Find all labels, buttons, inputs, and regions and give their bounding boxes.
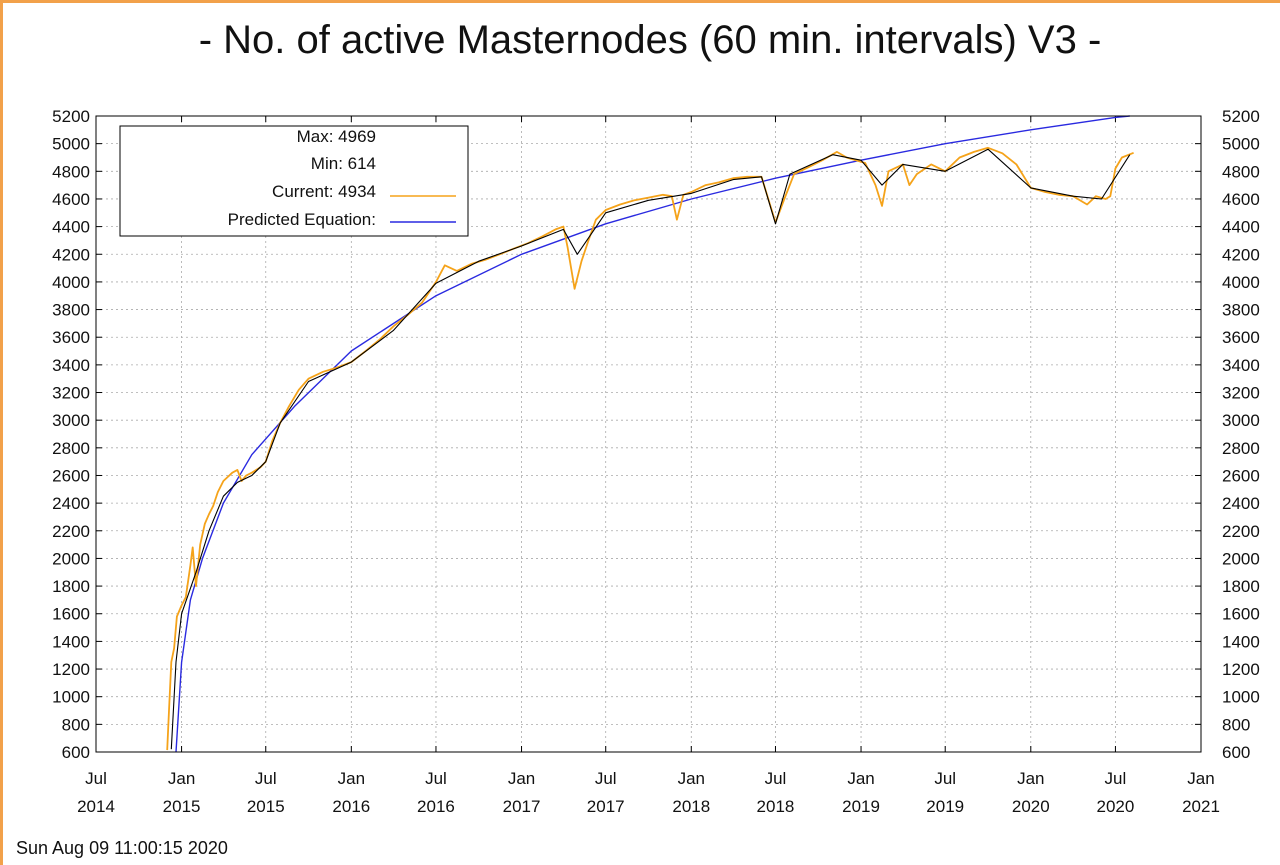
legend-min: Min: 614	[311, 154, 376, 173]
x-tick-label-year: 2018	[757, 797, 795, 816]
y-tick-label-right: 2000	[1222, 549, 1260, 568]
y-tick-label-right: 3600	[1222, 328, 1260, 347]
y-tick-label-left: 1200	[52, 660, 90, 679]
y-tick-label-right: 2800	[1222, 439, 1260, 458]
x-tick-label-year: 2017	[587, 797, 625, 816]
legend-current: Current: 4934	[272, 182, 376, 201]
y-tick-label-right: 4800	[1222, 162, 1260, 181]
y-tick-label-right: 2600	[1222, 466, 1260, 485]
chart-title: - No. of active Masternodes (60 min. int…	[198, 18, 1102, 62]
x-tick-label-year: 2017	[503, 797, 541, 816]
y-tick-label-left: 4600	[52, 190, 90, 209]
y-tick-label-left: 4200	[52, 245, 90, 264]
x-tick-label-month: Jul	[934, 769, 956, 788]
y-tick-label-left: 3800	[52, 301, 90, 320]
y-tick-label-right: 3200	[1222, 384, 1260, 403]
y-tick-label-left: 3200	[52, 384, 90, 403]
x-tick-label-year: 2019	[926, 797, 964, 816]
y-tick-label-left: 3000	[52, 411, 90, 430]
x-tick-label-month: Jul	[255, 769, 277, 788]
x-tick-label-month: Jan	[1017, 769, 1044, 788]
legend-max: Max: 4969	[297, 127, 376, 146]
y-tick-label-right: 2200	[1222, 522, 1260, 541]
y-tick-label-right: 4200	[1222, 245, 1260, 264]
y-tick-label-left: 2800	[52, 439, 90, 458]
x-tick-label-month: Jul	[595, 769, 617, 788]
x-tick-label-year: 2016	[332, 797, 370, 816]
y-tick-label-right: 5200	[1222, 107, 1260, 126]
series-line-predicted-equation	[175, 115, 1130, 753]
y-tick-label-right: 1200	[1222, 660, 1260, 679]
y-tick-label-right: 4600	[1222, 190, 1260, 209]
y-tick-label-right: 3800	[1222, 301, 1260, 320]
y-tick-label-left: 5200	[52, 107, 90, 126]
series-line-trend	[170, 148, 1131, 750]
timestamp: Sun Aug 09 11:00:15 2020	[16, 838, 228, 858]
y-tick-label-left: 5000	[52, 135, 90, 154]
x-tick-label-year: 2014	[77, 797, 115, 816]
y-tick-label-left: 2200	[52, 522, 90, 541]
x-tick-label-month: Jan	[678, 769, 705, 788]
y-tick-label-right: 1000	[1222, 688, 1260, 707]
legend-box	[119, 125, 469, 237]
y-tick-label-right: 1400	[1222, 632, 1260, 651]
y-tick-label-left: 1600	[52, 605, 90, 624]
y-tick-label-left: 600	[62, 743, 90, 762]
x-tick-label-month: Jul	[1105, 769, 1127, 788]
y-tick-label-left: 800	[62, 715, 90, 734]
y-tick-label-left: 1000	[52, 688, 90, 707]
x-tick-label-year: 2020	[1097, 797, 1135, 816]
x-tick-label-month: Jan	[847, 769, 874, 788]
y-tick-label-left: 1800	[52, 577, 90, 596]
y-tick-label-right: 1600	[1222, 605, 1260, 624]
x-axis-ticks: Jul 2014 Jan 2015 Jul 2015 Jan 2016 Jul 2016 Jan 20…	[77, 769, 1220, 816]
plot-area-border	[95, 115, 1202, 753]
series-line-current	[166, 146, 1134, 751]
y-tick-label-right: 2400	[1222, 494, 1260, 513]
y-tick-label-right: 800	[1222, 715, 1250, 734]
y-tick-label-left: 3400	[52, 356, 90, 375]
x-tick-label-month: Jul	[85, 769, 107, 788]
y-tick-label-left: 4800	[52, 162, 90, 181]
x-tick-label-month: Jan	[508, 769, 535, 788]
y-tick-label-right: 3000	[1222, 411, 1260, 430]
x-tick-label-month: Jan	[338, 769, 365, 788]
x-tick-label-month: Jan	[1187, 769, 1214, 788]
x-tick-label-month: Jul	[765, 769, 787, 788]
x-tick-label-year: 2020	[1012, 797, 1050, 816]
x-tick-label-year: 2019	[842, 797, 880, 816]
y-axis-ticks: 5200 5200 5000 5000 4800 4800 4600 4600 4400 4400…	[52, 107, 1260, 762]
legend: Max: 4969 Min: 614 Current: 4934 Predict…	[119, 125, 469, 237]
y-tick-label-left: 2000	[52, 549, 90, 568]
x-tick-label-year: 2018	[672, 797, 710, 816]
x-tick-label-month: Jul	[425, 769, 447, 788]
x-tick-label-month: Jan	[168, 769, 195, 788]
x-tick-label-year: 2016	[417, 797, 455, 816]
y-tick-label-left: 2600	[52, 466, 90, 485]
y-tick-label-right: 5000	[1222, 135, 1260, 154]
x-tick-label-year: 2021	[1182, 797, 1220, 816]
y-tick-label-right: 4400	[1222, 218, 1260, 237]
y-tick-label-left: 4000	[52, 273, 90, 292]
y-tick-label-left: 4400	[52, 218, 90, 237]
y-tick-label-right: 1800	[1222, 577, 1260, 596]
y-tick-label-left: 2400	[52, 494, 90, 513]
x-tick-label-year: 2015	[247, 797, 285, 816]
y-tick-label-right: 600	[1222, 743, 1250, 762]
series-group	[166, 115, 1134, 753]
y-tick-label-left: 3600	[52, 328, 90, 347]
x-tick-label-year: 2015	[163, 797, 201, 816]
y-tick-label-right: 3400	[1222, 356, 1260, 375]
y-tick-label-left: 1400	[52, 632, 90, 651]
y-tick-label-right: 4000	[1222, 273, 1260, 292]
legend-predicted: Predicted Equation:	[228, 210, 376, 229]
